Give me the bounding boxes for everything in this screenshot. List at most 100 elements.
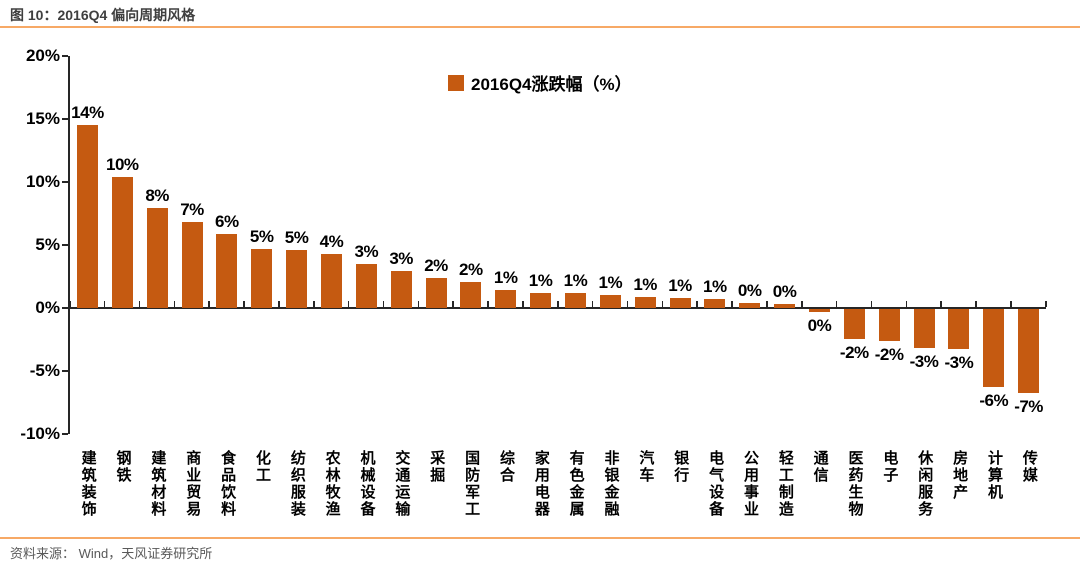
bar — [111, 176, 133, 308]
category-label: 化工 — [253, 450, 271, 484]
bar-value-label: -2% — [839, 343, 869, 363]
category-label: 计算机 — [985, 450, 1003, 501]
category-label: 休闲服务 — [916, 450, 934, 518]
category-label: 建筑材料 — [149, 450, 167, 518]
x-axis-tick — [313, 301, 315, 307]
bar-value-label: 1% — [493, 268, 518, 288]
bar-value-label: 3% — [389, 249, 413, 269]
x-axis-tick — [417, 301, 420, 307]
category-label: 公用事业 — [741, 450, 759, 518]
y-axis-tick-label: 20% — [25, 46, 60, 65]
x-axis-tick — [103, 301, 106, 307]
category-label: 房地产 — [951, 450, 969, 501]
bar-value-label: 14% — [71, 103, 104, 123]
bar-value-label: 2% — [459, 259, 483, 279]
x-axis-tick — [696, 301, 698, 307]
bar — [286, 250, 308, 308]
x-axis-tick — [731, 301, 733, 307]
y-axis-tick — [62, 370, 68, 372]
bar-value-label: 0% — [737, 280, 762, 300]
y-axis-tick-label: -5% — [29, 361, 60, 380]
bar-value-label: 5% — [284, 228, 309, 248]
category-label: 汽车 — [637, 450, 655, 484]
bar-value-label: 4% — [319, 231, 344, 251]
figure-title: 图 10：2016Q4 偏向周期风格 — [10, 7, 196, 23]
x-axis-tick — [905, 301, 908, 307]
y-axis-tick — [62, 433, 68, 435]
bar-value-label: 1% — [703, 277, 727, 297]
y-axis-tick-label: 10% — [25, 172, 60, 191]
category-label: 电子 — [881, 450, 899, 484]
x-axis-tick — [626, 301, 629, 307]
bar — [251, 248, 273, 308]
x-axis-tick — [452, 301, 454, 307]
bar-value-label: -3% — [944, 353, 974, 373]
category-label: 纺织服装 — [288, 450, 306, 518]
bar — [460, 281, 482, 308]
x-axis-tick — [661, 301, 664, 307]
category-label: 电气设备 — [707, 450, 725, 518]
bar — [76, 125, 98, 308]
bar — [425, 277, 447, 308]
x-axis-tick — [591, 301, 594, 307]
x-axis-tick — [347, 301, 350, 307]
bar — [146, 208, 168, 308]
bar — [808, 309, 830, 312]
bar-value-label: 10% — [106, 154, 139, 174]
category-label: 家用电器 — [532, 450, 550, 518]
bar — [983, 309, 1005, 388]
bar-value-label: 8% — [145, 186, 169, 206]
bar — [495, 290, 517, 308]
bar — [634, 296, 656, 308]
x-axis-tick — [766, 301, 768, 307]
chart-legend: 2016Q4涨跌幅（%） — [448, 70, 632, 95]
category-label: 传媒 — [1020, 450, 1038, 484]
x-axis-tick — [1045, 301, 1047, 307]
category-label: 非银金融 — [602, 450, 620, 518]
bar-value-label: -6% — [979, 391, 1009, 411]
y-axis-tick-label: 5% — [35, 235, 60, 254]
x-axis-tick — [835, 301, 838, 307]
legend-swatch-icon — [448, 74, 464, 91]
source-note: 资料来源： Wind，天风证券研究所 — [10, 546, 213, 561]
bar — [669, 297, 691, 308]
legend-label: 2016Q4涨跌幅（%） — [471, 75, 632, 94]
y-axis-tick-label: 15% — [25, 109, 60, 128]
category-label: 食品饮料 — [219, 450, 237, 518]
category-label: 农林牧渔 — [323, 450, 341, 518]
bar — [216, 233, 238, 308]
top-divider-line — [0, 26, 1080, 28]
category-label: 机械设备 — [358, 450, 376, 518]
x-axis-tick — [173, 301, 176, 307]
x-axis-tick — [382, 301, 385, 307]
bar — [774, 304, 796, 308]
bar — [704, 299, 726, 308]
x-axis-tick — [870, 301, 873, 307]
x-axis-tick — [487, 301, 489, 307]
category-label: 商业贸易 — [184, 450, 202, 518]
category-label: 采掘 — [428, 450, 446, 484]
bar — [948, 309, 970, 350]
category-label: 建筑装饰 — [79, 450, 97, 518]
category-label: 综合 — [497, 450, 515, 484]
bar-value-label: 1% — [528, 270, 553, 290]
bar — [739, 302, 761, 308]
y-axis-tick — [62, 118, 68, 120]
y-axis-tick — [62, 181, 68, 183]
category-label: 交通运输 — [393, 450, 411, 518]
bar-value-label: 1% — [633, 274, 657, 294]
x-axis-tick — [138, 301, 141, 307]
bar — [181, 222, 203, 308]
x-axis-line — [68, 307, 1046, 309]
x-axis-tick — [208, 301, 210, 307]
category-label: 通信 — [811, 450, 829, 484]
bar-value-label: 0% — [807, 315, 832, 335]
y-axis-line — [68, 56, 70, 434]
bar-value-label: 3% — [354, 241, 379, 261]
bar-value-label: 1% — [668, 275, 692, 295]
bar-value-label: 5% — [249, 226, 274, 246]
bar — [913, 309, 935, 349]
y-axis-tick — [62, 307, 68, 309]
x-axis-tick — [557, 301, 559, 307]
bottom-divider-line — [0, 537, 1080, 539]
